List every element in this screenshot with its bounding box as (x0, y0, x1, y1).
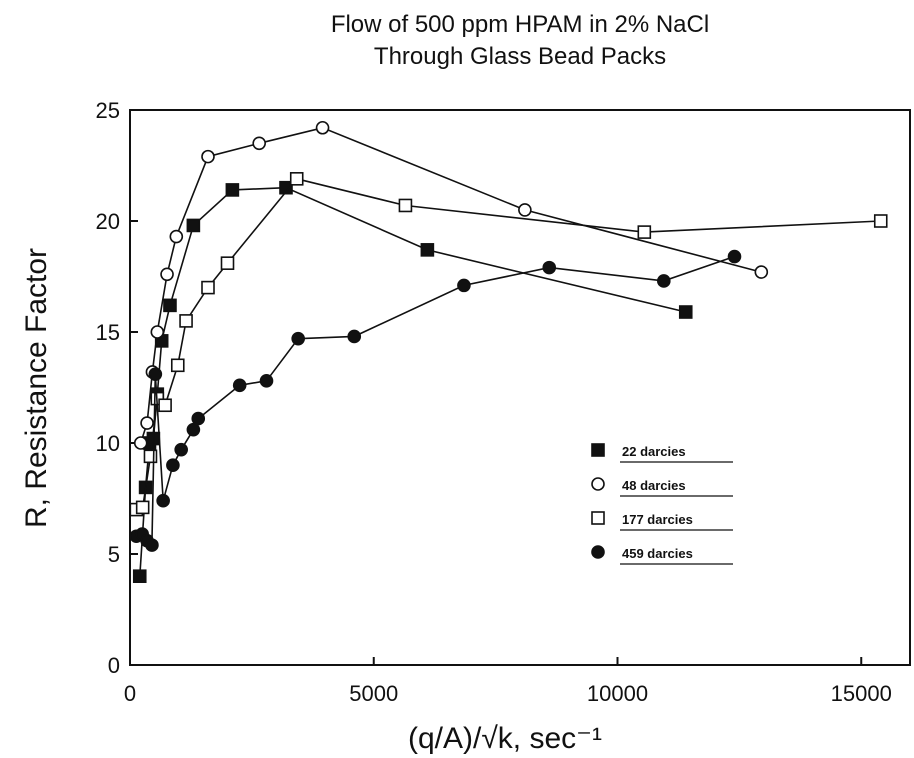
data-point (166, 458, 180, 473)
legend-item: 459 darcies (591, 545, 733, 565)
data-point (191, 411, 206, 426)
data-point (140, 416, 154, 430)
legend-label: 48 darcies (622, 478, 686, 493)
data-point (148, 367, 163, 381)
data-point (143, 449, 158, 464)
data-point (289, 172, 304, 186)
data-point (315, 120, 330, 135)
series-4 (129, 249, 742, 552)
legend-label: 177 darcies (622, 512, 693, 527)
data-point (156, 493, 170, 508)
y-tick-label: 0 (108, 653, 120, 678)
plot-frame (129, 109, 911, 666)
x-axis-label: (q/A)/√k, sec⁻¹ (408, 722, 602, 755)
data-point (637, 225, 652, 239)
data-point (132, 569, 147, 584)
axis-ticks: 0 5000 10000 15000 0 5 10 15 20 25 (96, 98, 892, 706)
data-point (145, 538, 159, 552)
data-point (279, 180, 293, 195)
y-axis-label: R, Resistance Factor (20, 248, 53, 528)
series-layer (129, 120, 888, 584)
data-point (291, 331, 305, 346)
x-tick-label: 15000 (831, 681, 892, 706)
legend-marker (591, 511, 605, 525)
series-3 (129, 172, 888, 517)
legend-marker (591, 477, 605, 491)
data-point (398, 198, 413, 213)
legend-marker (591, 545, 605, 559)
data-point (232, 378, 247, 393)
data-point (225, 183, 240, 197)
data-point (160, 267, 174, 282)
data-point (133, 436, 148, 450)
data-point (518, 203, 532, 217)
data-point (420, 243, 435, 257)
legend-item: 177 darcies (591, 511, 733, 531)
legend: 22 darcies 48 darcies 177 darcies 459 darci… (591, 443, 733, 565)
data-point (201, 280, 215, 295)
data-point (150, 325, 165, 339)
legend-item: 22 darcies (591, 443, 733, 463)
x-tick-label: 10000 (587, 681, 648, 706)
x-tick-label: 5000 (349, 681, 398, 706)
legend-marker (591, 443, 605, 457)
data-point (259, 374, 274, 388)
data-point (754, 265, 769, 279)
series-line (136, 255, 735, 547)
y-tick-label: 20 (96, 209, 120, 234)
chart-title-line-1: Flow of 500 ppm HPAM in 2% NaCl (331, 11, 709, 38)
data-point (163, 298, 177, 313)
chart-title-line-2: Through Glass Bead Packs (374, 43, 666, 70)
y-tick-label: 15 (96, 320, 120, 345)
y-tick-label: 25 (96, 98, 120, 123)
data-point (457, 278, 471, 293)
data-point (678, 305, 693, 319)
data-point (201, 149, 215, 164)
x-tick-label: 0 (124, 681, 136, 706)
data-point (135, 500, 150, 515)
legend-item: 48 darcies (591, 477, 733, 497)
data-point (158, 398, 172, 413)
data-point (220, 256, 235, 270)
data-point (252, 136, 266, 151)
data-point (179, 314, 193, 328)
data-point (170, 358, 185, 373)
data-point (873, 214, 888, 228)
data-point (347, 329, 362, 344)
series-1 (132, 180, 693, 584)
y-tick-label: 5 (108, 542, 120, 567)
series-line (136, 177, 881, 511)
data-point (169, 229, 184, 244)
data-point (186, 422, 201, 437)
data-point (174, 442, 188, 457)
data-point (657, 274, 671, 288)
series-2 (133, 120, 769, 450)
y-tick-label: 10 (96, 431, 120, 456)
legend-label: 459 darcies (622, 546, 693, 561)
legend-label: 22 darcies (622, 444, 686, 459)
data-point (727, 249, 742, 264)
data-point (186, 218, 201, 233)
data-point (542, 260, 557, 275)
